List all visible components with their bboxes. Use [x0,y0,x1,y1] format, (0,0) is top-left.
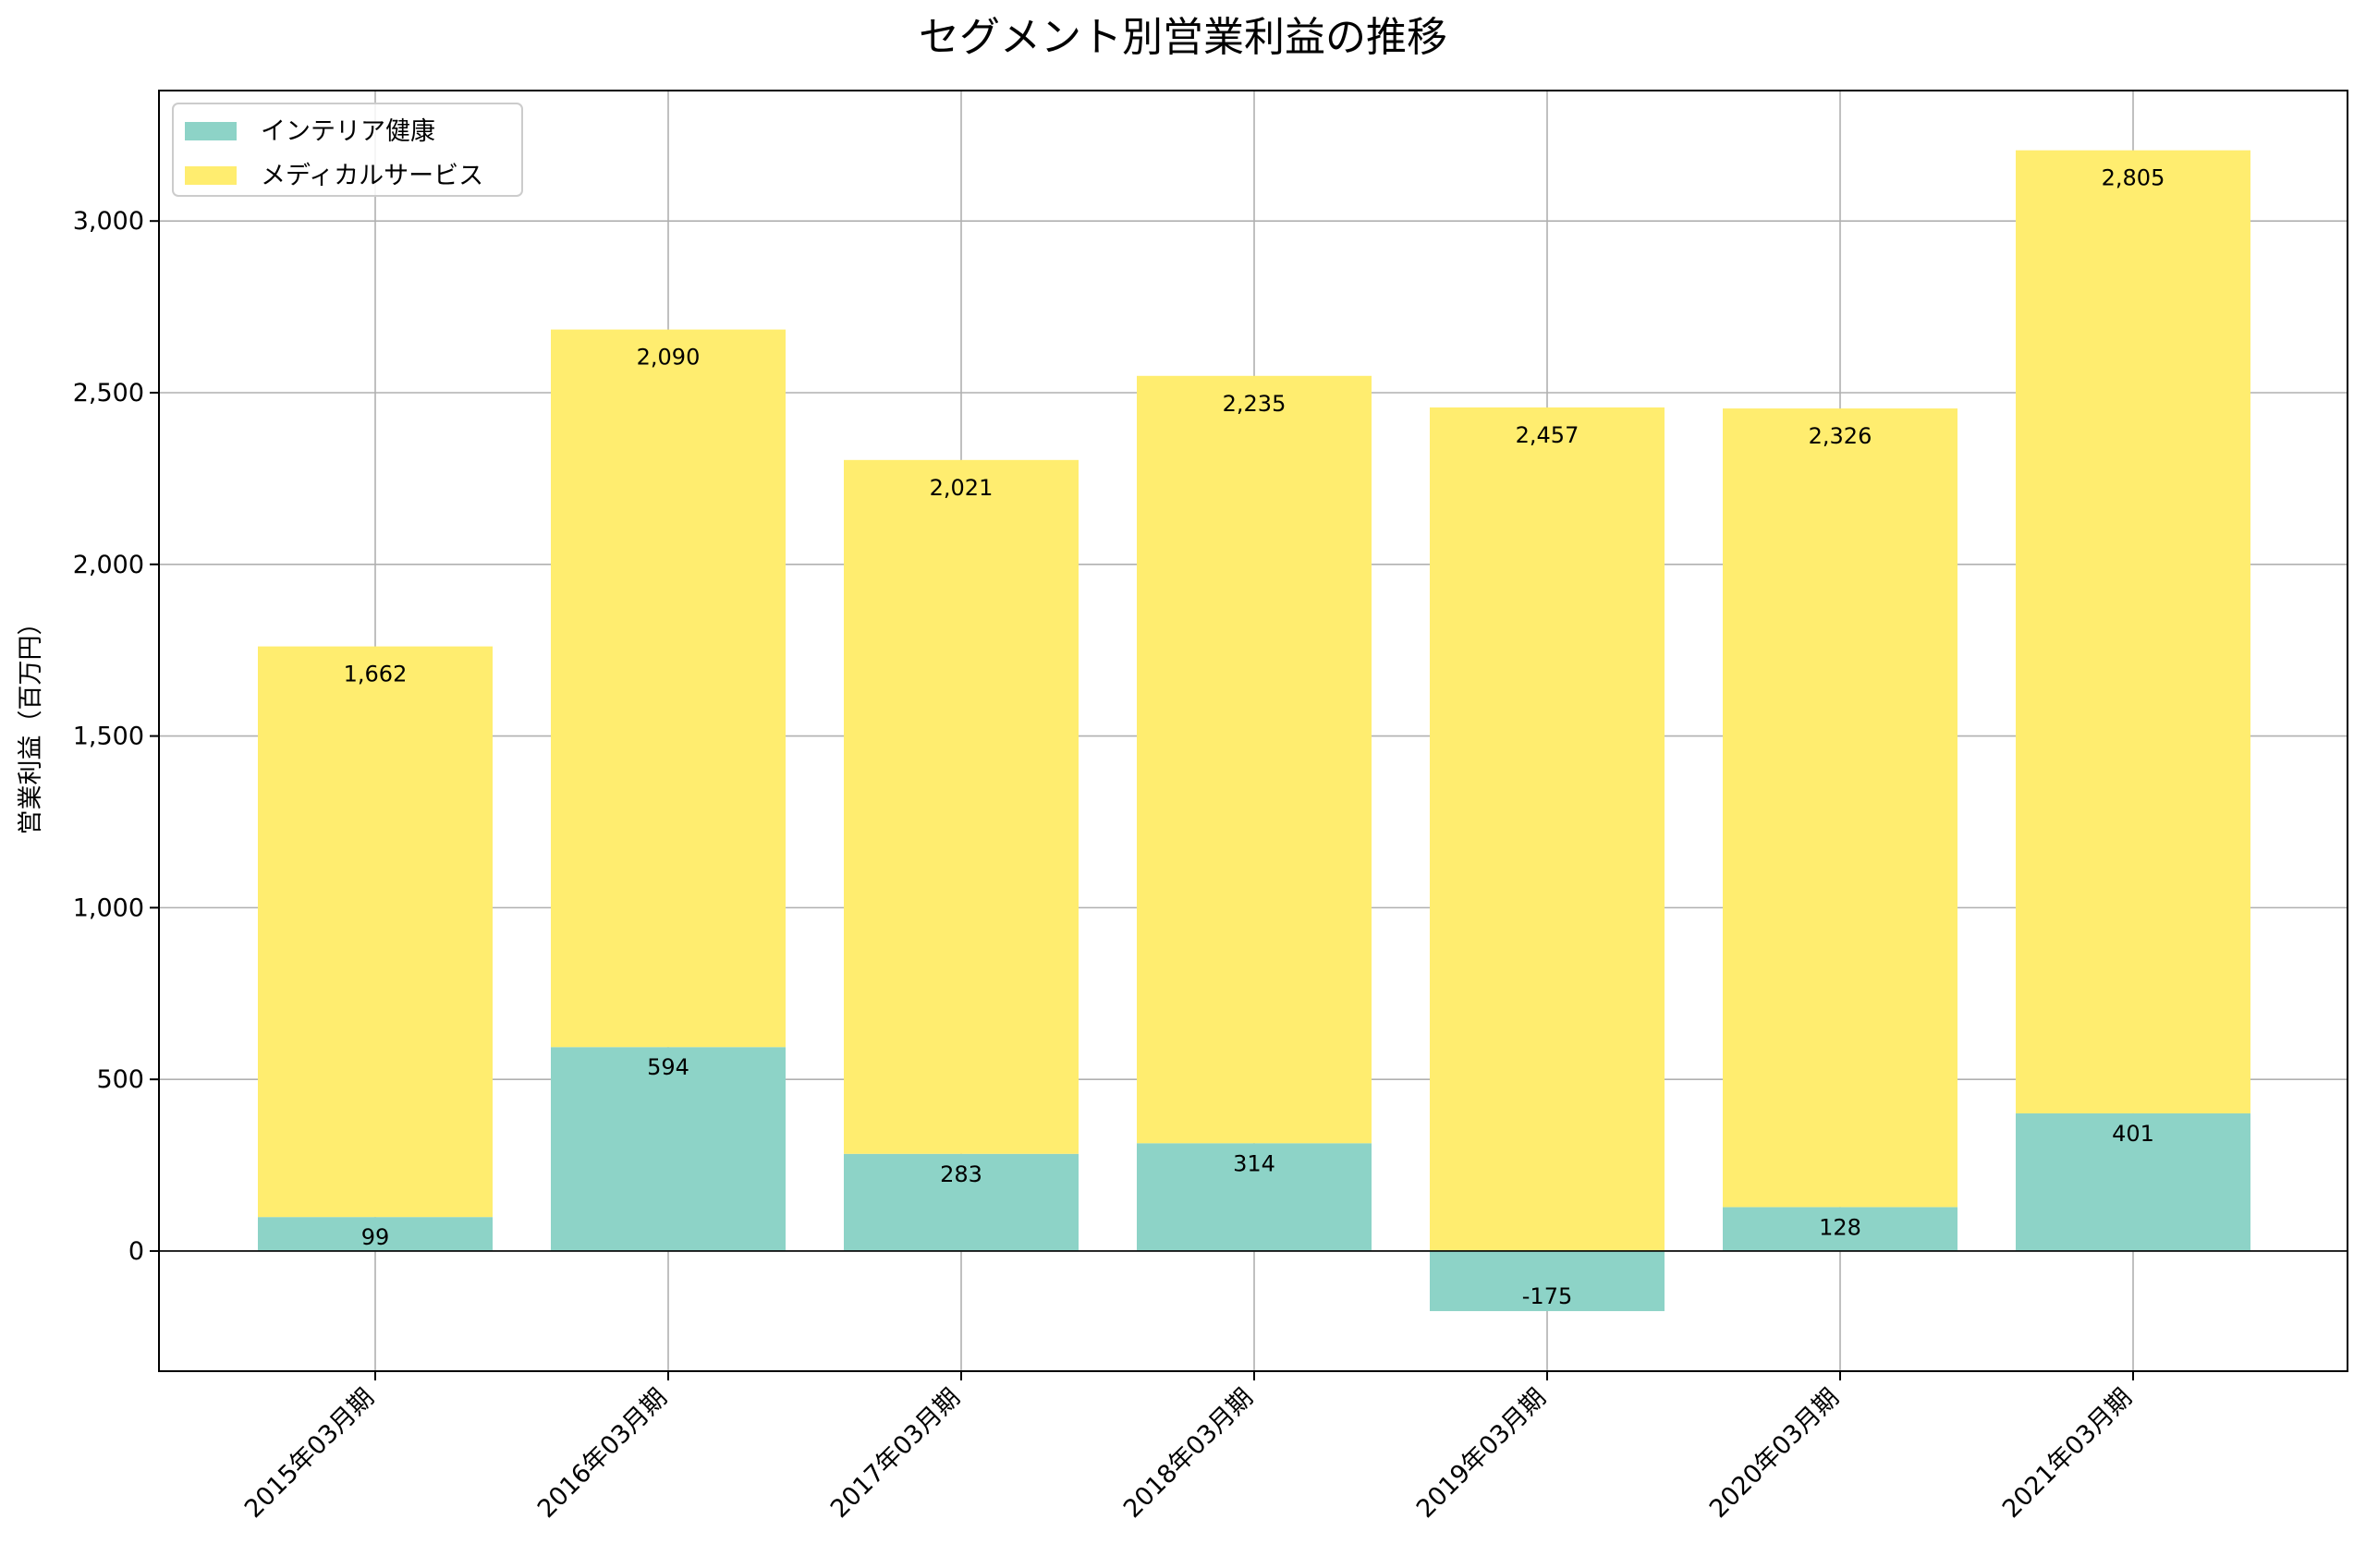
bar-interior-health [844,1153,1079,1251]
data-label-interior-health: 314 [1233,1150,1275,1176]
data-label-medical-service: 2,457 [1516,422,1579,448]
x-tick-label: 2018年03月期 [1118,1383,1259,1524]
x-tick-label: 2015年03月期 [239,1383,380,1524]
legend-label: インテリア健康 [261,117,435,146]
data-label-interior-health: 99 [361,1224,390,1250]
bar-medical-service [551,329,786,1048]
legend-swatch [185,166,237,185]
y-tick-label: 2,500 [73,379,144,407]
data-label-interior-health: -175 [1522,1283,1572,1309]
bar-interior-health [258,1217,493,1251]
bar-medical-service [1723,408,1957,1208]
bar-medical-service [1430,407,1665,1251]
bar-medical-service [2016,150,2250,1113]
data-label-interior-health: 128 [1819,1214,1861,1240]
bar-interior-health [1430,1250,1665,1311]
data-label-medical-service: 2,235 [1223,391,1287,417]
bar-medical-service [1137,375,1372,1144]
data-label-medical-service: 1,662 [344,662,408,687]
x-tick-labels: 2015年03月期 2016年03月期 2017年03月期 2018年03月期 2019… [239,1371,2138,1524]
data-label-medical-service: 2,326 [1809,423,1872,449]
y-tick-label: 0 [128,1237,144,1266]
x-tick-label: 2017年03月期 [825,1383,966,1524]
bar-interior-health [1137,1143,1372,1251]
y-tick-label: 1,500 [73,723,144,751]
bar-medical-service [258,646,493,1218]
y-axis-label: 営業利益（百万円） [17,611,45,835]
y-tick-label: 3,000 [73,207,144,236]
bars [258,150,2250,1311]
bar-interior-health [551,1047,786,1251]
y-tick-labels: 0 500 1,000 1,500 2,000 2,500 3,000 [73,207,159,1266]
chart-title: セグメント別営業利益の推移 [919,14,1447,61]
legend-swatch [185,122,237,140]
data-label-interior-health: 594 [647,1054,689,1080]
data-label-medical-service: 2,021 [930,475,994,501]
bar-interior-health [2016,1112,2250,1251]
data-labels: 99 1,662 594 2,090 283 2,021 314 2,235 -175 2,457… [344,165,2165,1309]
legend-box [172,103,523,197]
data-label-medical-service: 2,090 [637,345,701,371]
data-label-medical-service: 2,805 [2102,165,2165,191]
data-label-interior-health: 401 [2112,1121,2154,1147]
x-tick-label: 2019年03月期 [1411,1383,1552,1524]
y-tick-label: 2,000 [73,551,144,579]
bar-interior-health [1723,1207,1957,1251]
x-tick-label: 2020年03月期 [1704,1383,1845,1524]
y-tick-label: 1,000 [73,893,144,922]
x-tick-label: 2021年03月期 [1997,1383,2138,1524]
bar-medical-service [844,459,1079,1154]
y-tick-label: 500 [96,1065,144,1094]
x-tick-label: 2016年03月期 [532,1383,673,1524]
legend-label: メディカルサービス [261,162,483,190]
data-label-interior-health: 283 [940,1161,982,1187]
